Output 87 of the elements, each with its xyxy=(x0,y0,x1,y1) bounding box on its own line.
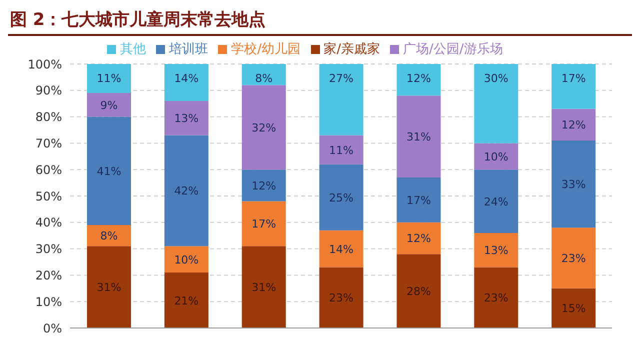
legend-label: 培训班 xyxy=(169,42,208,57)
y-tick-label: 30% xyxy=(35,242,62,256)
data-label: 14% xyxy=(329,242,354,256)
bar xyxy=(242,246,286,328)
data-label: 42% xyxy=(174,184,199,198)
bar xyxy=(87,64,131,94)
data-label: 31% xyxy=(406,130,431,144)
data-label: 17% xyxy=(561,72,586,85)
data-label: 30% xyxy=(484,72,508,85)
data-label: 23% xyxy=(561,252,586,266)
data-label: 13% xyxy=(484,244,508,258)
bar xyxy=(87,246,131,328)
y-tick-label: 60% xyxy=(35,162,62,177)
data-label: 14% xyxy=(174,72,199,85)
data-label: 11% xyxy=(96,72,122,85)
data-label: 33% xyxy=(561,178,586,192)
legend-label: 其他 xyxy=(120,42,146,57)
data-label: 23% xyxy=(484,292,508,305)
bar xyxy=(474,64,518,144)
bar xyxy=(474,267,518,328)
data-label: 12% xyxy=(406,72,431,85)
y-tick-label: 20% xyxy=(35,268,62,282)
data-label: 28% xyxy=(406,285,431,298)
bar xyxy=(319,164,364,230)
data-label: 13% xyxy=(174,112,199,126)
data-label: 10% xyxy=(174,253,199,266)
bar xyxy=(552,64,596,109)
bar xyxy=(474,232,518,268)
data-label: 27% xyxy=(329,72,354,85)
bar xyxy=(474,143,518,170)
data-label: 31% xyxy=(96,281,122,294)
bar xyxy=(474,170,518,233)
y-tick-label: 70% xyxy=(35,136,62,150)
data-label: 17% xyxy=(406,194,431,207)
legend-label: 学校/幼儿园 xyxy=(231,42,301,57)
bar xyxy=(242,64,286,86)
bar xyxy=(87,225,131,246)
bar xyxy=(396,96,441,178)
y-tick-label: 90% xyxy=(35,84,62,98)
bar xyxy=(164,64,208,101)
legend-label: 家/亲戚家 xyxy=(324,42,380,57)
y-tick-label: 80% xyxy=(35,110,62,124)
bar xyxy=(396,64,441,96)
bar xyxy=(396,222,441,254)
data-label: 32% xyxy=(252,121,276,134)
bar xyxy=(164,100,208,136)
bar xyxy=(319,267,364,328)
bar xyxy=(87,93,131,117)
bar xyxy=(319,64,364,136)
bar xyxy=(396,178,441,222)
data-label: 21% xyxy=(174,294,199,308)
bar xyxy=(164,272,208,328)
chart-title: 图 2：七大城市儿童周末常去地点 xyxy=(8,8,632,36)
bar xyxy=(552,140,596,228)
data-label: 31% xyxy=(252,281,276,294)
data-label: 23% xyxy=(329,292,354,305)
data-label: 10% xyxy=(484,150,508,164)
data-label: 15% xyxy=(561,302,586,316)
bar xyxy=(396,254,441,328)
data-label: 24% xyxy=(484,195,508,208)
bar xyxy=(552,108,596,141)
legend-label: 广场/公园/游乐场 xyxy=(403,42,503,57)
data-label: 25% xyxy=(329,191,354,204)
y-tick-label: 10% xyxy=(35,294,62,309)
data-label: 8% xyxy=(100,230,118,243)
data-label: 8% xyxy=(255,72,273,85)
bar xyxy=(552,288,596,328)
y-tick-label: 40% xyxy=(35,216,62,230)
data-label: 12% xyxy=(561,118,586,132)
data-label: 17% xyxy=(252,218,276,231)
bar xyxy=(552,228,596,288)
data-label: 12% xyxy=(406,232,431,246)
data-label: 12% xyxy=(252,179,276,192)
y-tick-label: 50% xyxy=(35,189,62,204)
y-tick-label: 0% xyxy=(42,321,62,336)
bar xyxy=(242,201,286,246)
data-label: 11% xyxy=(329,144,354,157)
bar xyxy=(242,170,286,202)
data-label: 9% xyxy=(100,98,118,112)
bar xyxy=(164,246,208,273)
bar xyxy=(87,116,131,226)
bar xyxy=(319,230,364,268)
bar xyxy=(319,135,364,164)
bar xyxy=(242,85,286,170)
bar xyxy=(164,135,208,246)
y-tick-label: 100% xyxy=(28,57,62,72)
data-label: 41% xyxy=(96,164,122,178)
